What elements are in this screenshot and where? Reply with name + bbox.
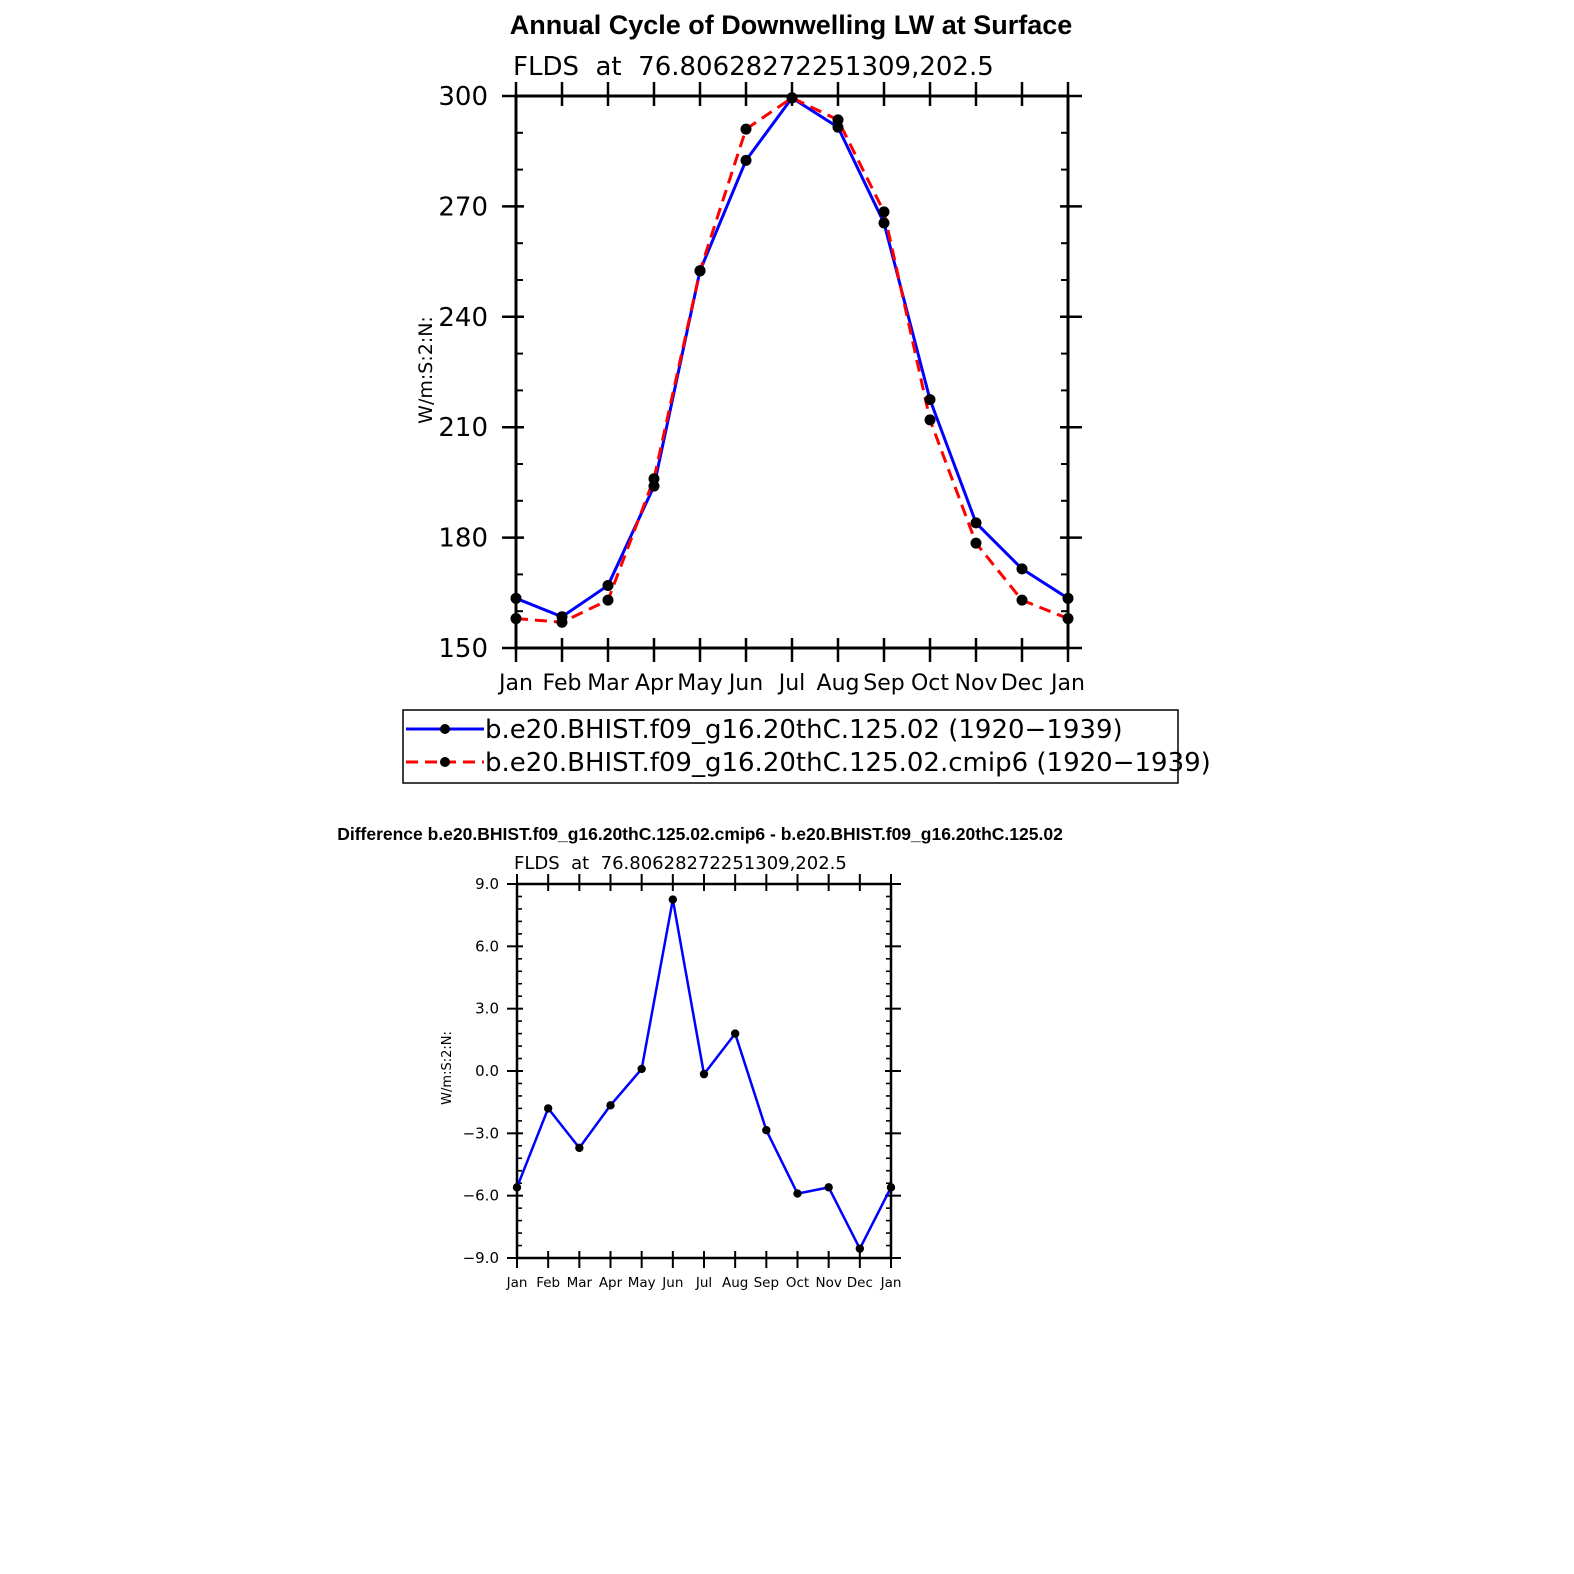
c1-xtick-label: Feb (543, 671, 582, 696)
chart1-ylabel: W/m:S:2:N: (415, 316, 437, 424)
c2-series-1-point (606, 1101, 615, 1110)
c2-xtick-label: Dec (847, 1275, 873, 1291)
c1-xtick-label: Jan (1049, 671, 1085, 696)
c2-series-1-point (637, 1064, 646, 1074)
c1-xtick-label: Sep (863, 671, 904, 696)
c2-series-1-point (793, 1189, 802, 1198)
chart2-title: Difference b.e20.BHIST.f09_g16.20thC.125… (337, 824, 1063, 844)
c2-series-1-point (543, 1104, 553, 1113)
c1-ytick-label: 180 (438, 524, 488, 554)
c2-series-1-point (730, 1029, 740, 1038)
c1-xtick-label: Jan (497, 671, 533, 696)
c1-series-1-point (878, 217, 890, 229)
c2-xtick-label: Apr (599, 1275, 623, 1291)
c2-ytick-label: 9.0 (475, 875, 499, 893)
c2-ytick-label: −6.0 (463, 1187, 499, 1205)
c1-series-2-point (740, 123, 752, 135)
chart1-subtitle: FLDS at 76.80628272251309,202.5 (513, 52, 994, 82)
legend-box (402, 709, 1179, 784)
c1-series-2-point (510, 613, 522, 625)
legend-label-series-1: b.e20.BHIST.f09_g16.20thC.125.02 (1920−1… (485, 715, 1123, 745)
c2-series-1-point (824, 1183, 833, 1192)
c1-series-1-point (602, 579, 614, 591)
c1-ytick-label: 150 (438, 634, 488, 664)
c2-xtick-label: Jan (506, 1275, 528, 1291)
c1-xtick-label: Dec (1001, 671, 1044, 696)
c1-series-1-point (970, 517, 982, 529)
c1-ytick-label: 240 (438, 303, 488, 333)
c2-series-1-point (512, 1183, 522, 1192)
c1-series-2-point (832, 114, 844, 126)
c2-series-1-point (575, 1143, 584, 1153)
c2-ytick-label: 0.0 (475, 1062, 499, 1080)
c1-series-2-point (924, 414, 936, 426)
c2-ytick-label: 6.0 (475, 937, 499, 955)
c2-xtick-label: Sep (754, 1275, 779, 1291)
c1-ytick-label: 270 (438, 192, 488, 222)
legend-marker-series-1 (440, 724, 450, 734)
c1-series-2-point (648, 473, 660, 485)
chart1-title: Annual Cycle of Downwelling LW at Surfac… (510, 10, 1073, 40)
c1-series-1-point (1016, 563, 1028, 575)
c1-series-2-line (515, 96, 1069, 624)
c1-series-2-point (694, 265, 706, 277)
c2-ytick-label: −9.0 (463, 1249, 499, 1267)
c1-series-2-point (970, 537, 982, 549)
c2-xtick-label: May (628, 1275, 656, 1291)
difference-chart: Difference b.e20.BHIST.f09_g16.20thC.125… (337, 824, 1063, 1291)
c2-series-1-point (886, 1183, 896, 1192)
c2-series-1-point (762, 1126, 771, 1135)
c1-series-1-point (924, 394, 936, 406)
chart2-subtitle: FLDS at 76.80628272251309,202.5 (514, 853, 847, 874)
c1-series-2-point (556, 616, 568, 628)
c1-series-2-point (1062, 613, 1074, 625)
c2-xtick-label: Oct (786, 1275, 809, 1291)
c2-series-1-point (699, 1069, 709, 1079)
c2-xtick-label: Jun (661, 1275, 683, 1291)
c2-series-1-point (668, 895, 678, 904)
c1-series-1-line (515, 96, 1069, 619)
c1-xtick-label: Aug (817, 671, 860, 696)
chart1-legend: b.e20.BHIST.f09_g16.20thC.125.02 (1920−1… (402, 709, 1211, 784)
c1-ytick-label: 210 (438, 413, 488, 443)
c2-xtick-label: Jan (880, 1275, 902, 1291)
c2-series-1-point (855, 1244, 865, 1253)
c1-xtick-label: Oct (911, 671, 949, 696)
legend-marker-series-2 (440, 757, 450, 767)
c2-xtick-label: Aug (722, 1275, 748, 1291)
c2-xtick-label: Feb (536, 1275, 560, 1291)
c1-series-1-point (510, 592, 522, 604)
c1-xtick-label: May (677, 671, 722, 696)
c1-series-1-point (740, 154, 752, 166)
c1-xtick-label: Jul (777, 671, 806, 696)
c1-xtick-label: Mar (587, 671, 629, 696)
annual-cycle-chart: Annual Cycle of Downwelling LW at Surfac… (415, 10, 1085, 696)
c1-series-2-point (878, 206, 890, 218)
c1-series-2-point (602, 594, 614, 606)
c1-series-2-point (1016, 594, 1028, 606)
c2-xtick-label: Nov (815, 1275, 841, 1291)
c2-xtick-label: Jul (695, 1275, 712, 1291)
c2-xtick-label: Mar (567, 1275, 593, 1291)
c1-series-2-point (786, 92, 798, 104)
c1-series-1-point (1062, 592, 1074, 604)
c2-ytick-label: −3.0 (463, 1124, 499, 1142)
c1-plot-frame (514, 94, 1070, 650)
c1-xtick-label: Apr (635, 671, 674, 696)
c2-ytick-label: 3.0 (475, 1000, 499, 1018)
c1-xtick-label: Jun (727, 671, 763, 696)
c1-xtick-label: Nov (955, 671, 998, 696)
legend-label-series-2: b.e20.BHIST.f09_g16.20thC.125.02.cmip6 (… (485, 748, 1211, 778)
c1-ytick-label: 300 (438, 82, 488, 112)
chart2-ylabel: W/m:S:2:N: (440, 1031, 455, 1105)
